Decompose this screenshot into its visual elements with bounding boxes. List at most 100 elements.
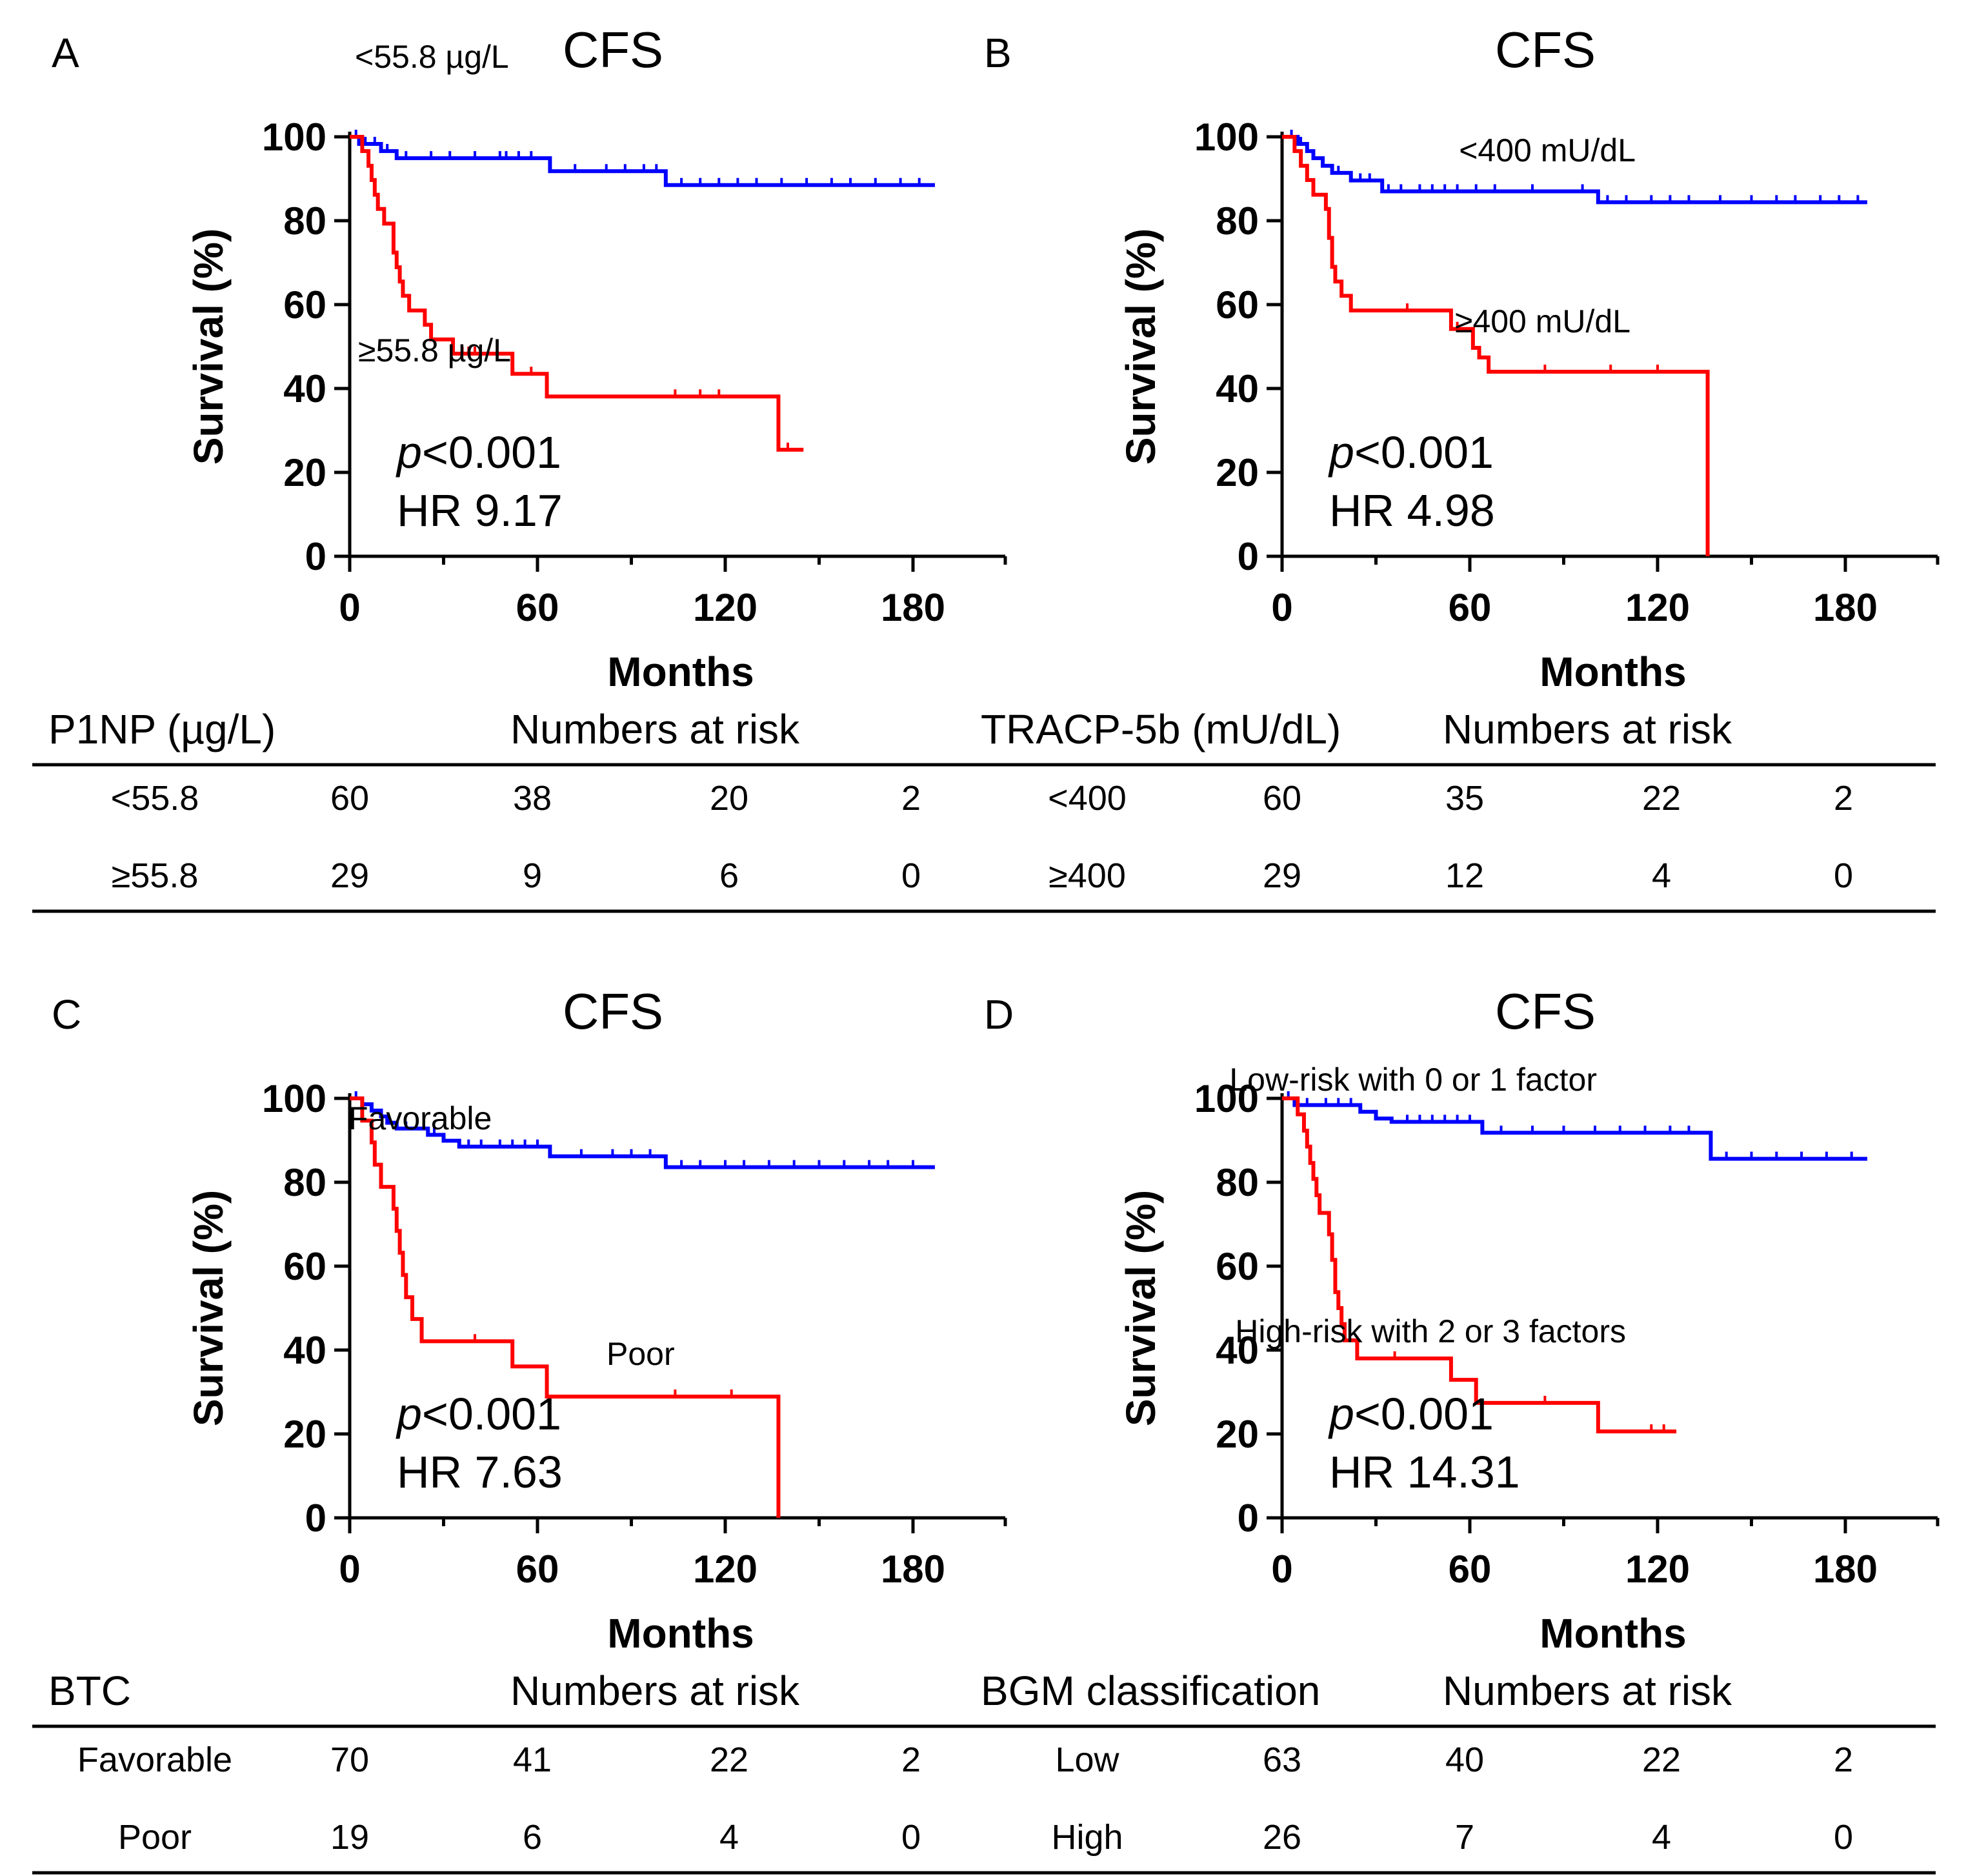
y-tick-label: 80 — [283, 199, 326, 243]
risk-count: 40 — [1445, 1740, 1484, 1779]
y-tick-label: 80 — [1216, 199, 1259, 243]
panel-letter: D — [984, 991, 1014, 1038]
x-tick-label: 0 — [339, 586, 360, 629]
risk-table-group-header: BGM classification — [981, 1668, 1320, 1714]
panel-letter: A — [52, 30, 79, 76]
table-row: Favorable 70 41 22 2 — [77, 1740, 921, 1779]
p-italic: p — [1328, 1389, 1354, 1439]
risk-count: 2 — [1834, 1740, 1853, 1779]
table-row: <400 60 35 22 2 — [1048, 779, 1853, 818]
survival-curve — [1282, 1096, 1677, 1434]
p-value: p<0.001 — [1328, 427, 1494, 478]
y-tick-label: 20 — [283, 451, 326, 494]
series-red — [350, 135, 804, 452]
risk-count: 4 — [1652, 856, 1671, 895]
row-label: ≥400 — [1048, 856, 1126, 895]
x-tick-label: 120 — [693, 586, 757, 629]
x-tick-label: 180 — [881, 586, 945, 629]
y-tick-label: 60 — [1216, 283, 1259, 327]
x-tick-label: 0 — [1271, 586, 1292, 629]
risk-count: 22 — [710, 1740, 748, 1779]
y-tick-label: 0 — [305, 1497, 326, 1540]
curve-label: Low-risk with 0 or 1 factor — [1229, 1062, 1597, 1098]
x-tick-label: 60 — [1449, 586, 1492, 629]
risk-count: 0 — [1834, 856, 1853, 895]
y-tick-label: 20 — [283, 1413, 326, 1456]
risk-count: 6 — [719, 856, 739, 895]
risk-count: 2 — [901, 779, 921, 818]
y-tick-label: 40 — [1216, 367, 1259, 410]
series-blue — [350, 130, 935, 187]
survival-curve — [350, 1096, 781, 1518]
chart-title: CFS — [1495, 983, 1596, 1040]
risk-count: 60 — [330, 779, 369, 818]
y-tick-label: 100 — [1194, 1077, 1259, 1120]
risk-count: 35 — [1445, 779, 1484, 818]
x-tick-label: 60 — [1449, 1548, 1492, 1591]
y-tick-label: 0 — [1238, 535, 1259, 578]
p-rest: <0.001 — [1354, 1389, 1494, 1439]
y-tick-label: 40 — [1216, 1329, 1259, 1372]
p-italic: p — [396, 427, 422, 478]
x-tick-label: 0 — [1271, 1548, 1292, 1591]
x-axis-title: Months — [607, 1610, 754, 1657]
row-label: Favorable — [77, 1740, 232, 1779]
risk-count: 9 — [523, 856, 542, 895]
curve-label: Favorable — [348, 1100, 492, 1136]
row-label: Poor — [118, 1818, 192, 1857]
survival-curve — [350, 135, 935, 187]
risk-count: 4 — [1652, 1818, 1671, 1857]
risk-count: 22 — [1642, 1740, 1681, 1779]
x-tick-label: 60 — [516, 586, 559, 629]
y-tick-label: 0 — [305, 535, 326, 578]
risk-count: 29 — [330, 856, 369, 895]
risk-count: 29 — [1263, 856, 1301, 895]
row-label: High — [1051, 1818, 1123, 1857]
curve-label: High-risk with 2 or 3 factors — [1235, 1313, 1626, 1349]
survival-curve — [1282, 135, 1867, 205]
y-tick-label: 20 — [1216, 1413, 1259, 1456]
risk-count: 2 — [901, 1740, 921, 1779]
series-blue — [1282, 1091, 1867, 1161]
risk-count: 38 — [513, 779, 552, 818]
curve-label: <55.8 µg/L — [355, 39, 509, 75]
p-value: p<0.001 — [1328, 1389, 1494, 1439]
p-italic: p — [396, 1389, 422, 1439]
hazard-ratio: HR 9.17 — [397, 485, 563, 536]
table-row: ≥55.8 29 9 6 0 — [112, 856, 921, 895]
x-axis-title: Months — [1540, 649, 1687, 695]
y-tick-label: 20 — [1216, 451, 1259, 494]
table-row: Low 63 40 22 2 — [1055, 1740, 1853, 1779]
p-rest: <0.001 — [422, 1389, 561, 1439]
risk-count: 0 — [1834, 1818, 1853, 1857]
panel-letter: B — [984, 30, 1012, 76]
x-tick-label: 120 — [693, 1548, 757, 1591]
p-italic: p — [1328, 427, 1354, 478]
y-tick-label: 60 — [283, 283, 326, 327]
y-axis-title: Survival (%) — [1118, 1190, 1164, 1426]
risk-table: TRACP-5b (mU/dL) Numbers at risk <400 60 35 2… — [965, 706, 1936, 913]
y-tick-label: 0 — [1238, 1497, 1259, 1540]
survival-curve — [1282, 135, 1710, 556]
curve-label: ≥400 mU/dL — [1455, 303, 1630, 339]
hazard-ratio: HR 7.63 — [397, 1447, 563, 1497]
risk-table-group-header: P1NP (µg/L) — [48, 706, 276, 752]
table-row: High 26 7 4 0 — [1051, 1818, 1853, 1857]
risk-count: 0 — [901, 1818, 921, 1857]
y-tick-label: 100 — [1194, 116, 1259, 159]
risk-count: 19 — [330, 1818, 369, 1857]
panel-letter: C — [52, 991, 81, 1038]
curve-label: <400 mU/dL — [1459, 132, 1636, 168]
y-tick-label: 60 — [283, 1245, 326, 1288]
risk-table-title: Numbers at risk — [1443, 706, 1732, 752]
x-tick-label: 180 — [1813, 1548, 1878, 1591]
risk-count: 4 — [719, 1818, 739, 1857]
row-label: <55.8 — [111, 779, 199, 818]
risk-count: 2 — [1834, 779, 1853, 818]
risk-count: 20 — [710, 779, 748, 818]
